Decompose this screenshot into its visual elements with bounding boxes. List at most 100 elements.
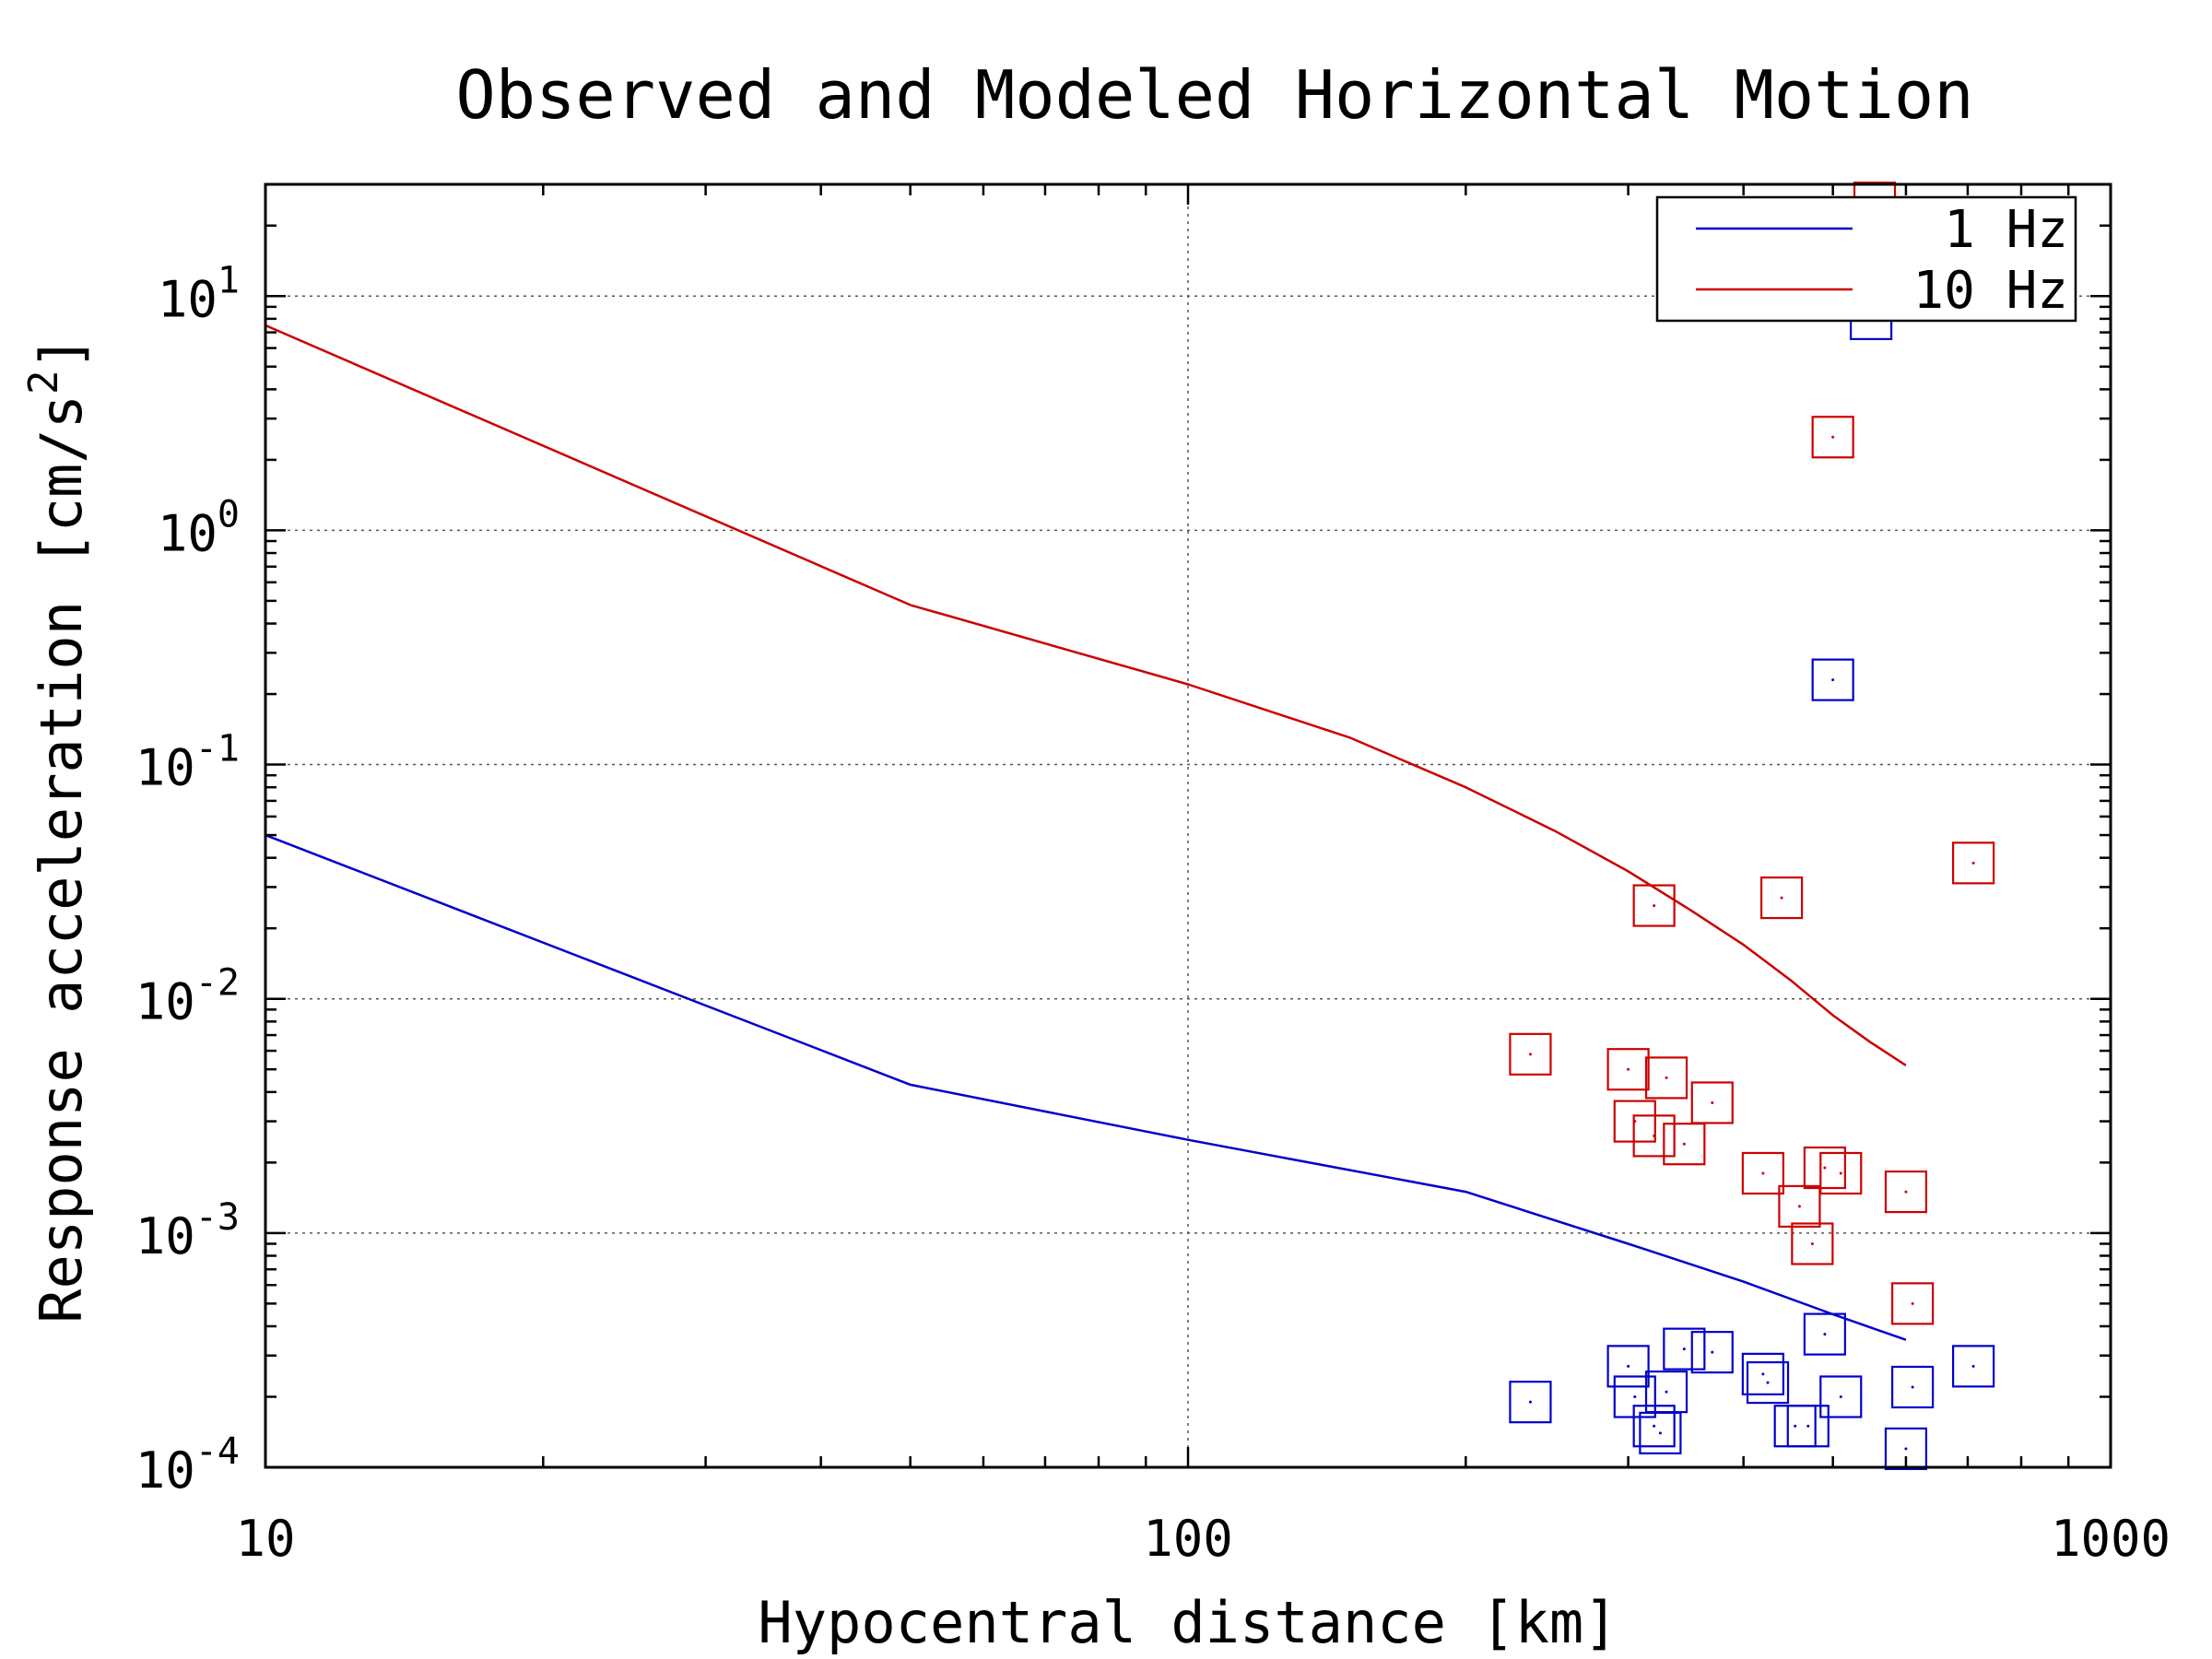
data-point-center-3	[1528, 1400, 1532, 1404]
data-point-2	[1632, 884, 1676, 927]
y-axis-label-end: ]	[28, 335, 95, 370]
x-axis-label: Hypocentral distance [km]	[758, 1589, 1618, 1656]
y-tick-label-base: 10	[135, 973, 195, 1031]
data-point-center-2	[1971, 861, 1975, 865]
y-tick-label-exponent: -4	[195, 1430, 240, 1473]
data-point-center-2	[1904, 1190, 1908, 1194]
data-point-center-2	[1711, 1100, 1714, 1104]
data-point-2	[1663, 1123, 1706, 1166]
data-point-3	[1663, 1327, 1706, 1371]
data-point-center-3	[1627, 1364, 1630, 1368]
data-point-3	[1639, 1411, 1682, 1454]
data-point-3	[1632, 1405, 1676, 1448]
series-line-0	[265, 833, 1907, 1341]
data-point-center-3	[1633, 1394, 1637, 1398]
data-point-center-2	[1653, 1134, 1656, 1137]
y-tick-label: 10-3	[135, 1196, 240, 1265]
y-tick-label: 100	[158, 493, 240, 562]
data-point-center-3	[1911, 1385, 1914, 1389]
data-point-center-2	[1780, 896, 1783, 900]
data-point-center-3	[1653, 1424, 1656, 1428]
data-point-2	[1644, 1056, 1688, 1100]
data-point-2	[1778, 1184, 1821, 1228]
data-point-2	[1613, 1100, 1656, 1143]
data-point-center-3	[1794, 1424, 1797, 1428]
chart-title: Observed and Modeled Horizontal Motion	[455, 56, 1973, 134]
data-point-center-2	[1665, 1076, 1668, 1079]
data-point-3	[1786, 1405, 1830, 1448]
y-tick-label-exponent: -1	[195, 728, 240, 771]
data-point-3	[1613, 1375, 1656, 1418]
data-point-center-3	[1839, 1394, 1842, 1398]
data-point-3	[1746, 1360, 1790, 1405]
data-point-center-3	[1904, 1447, 1908, 1451]
data-point-center-2	[1839, 1171, 1842, 1175]
data-point-center-2	[1627, 1067, 1630, 1071]
x-tick-label: 10	[235, 1510, 295, 1568]
y-tick-label-base: 10	[135, 739, 195, 797]
data-point-3	[1690, 1331, 1734, 1374]
data-point-center-2	[1653, 904, 1656, 908]
data-point-2	[1632, 1114, 1676, 1158]
grid	[265, 184, 2111, 1467]
y-axis-label: Response acceleration [cm/s2]	[20, 335, 95, 1324]
data-point-3	[1952, 1345, 1995, 1388]
data-point-center-3	[1831, 678, 1835, 682]
data-point-3	[1819, 1375, 1863, 1418]
data-point-2	[1606, 1048, 1650, 1091]
data-point-center-2	[1823, 1166, 1827, 1170]
data-point-center-3	[1971, 1364, 1975, 1368]
data-point-2	[1952, 841, 1995, 885]
data-point-center-2	[1831, 435, 1835, 439]
data-point-3	[1884, 1427, 1928, 1470]
data-point-3	[1741, 1352, 1784, 1395]
y-tick-label-exponent: -2	[195, 962, 240, 1005]
data-point-center-2	[1528, 1053, 1532, 1056]
data-point-2	[1690, 1081, 1734, 1124]
y-tick-label: 101	[158, 259, 240, 328]
data-point-center-3	[1711, 1350, 1714, 1354]
x-tick-label: 1000	[2051, 1510, 2171, 1568]
data-point-center-2	[1797, 1205, 1801, 1208]
data-point-center-2	[1911, 1301, 1914, 1305]
y-tick-label: 10-1	[135, 728, 240, 797]
y-tick-label-exponent: -3	[195, 1196, 240, 1239]
data-point-2	[1759, 876, 1804, 920]
data-point-center-3	[1665, 1390, 1668, 1394]
legend-box	[1655, 195, 2077, 323]
y-axis-label-base: Response acceleration [cm/s	[28, 394, 95, 1324]
data-point-2	[1811, 416, 1854, 459]
data-point-3	[1606, 1345, 1650, 1388]
data-point-3	[1891, 1365, 1935, 1409]
y-tick-label-base: 10	[158, 270, 218, 328]
data-point-center-3	[1823, 1333, 1827, 1336]
y-tick-label-exponent: 0	[218, 493, 240, 535]
data-point-center-2	[1761, 1171, 1765, 1175]
data-point-3	[1811, 658, 1854, 701]
data-point-2	[1509, 1032, 1552, 1076]
data-point-center-3	[1658, 1431, 1662, 1435]
data-point-center-2	[1682, 1142, 1686, 1146]
y-tick-label-exponent: 1	[218, 259, 240, 301]
data-point-3	[1803, 1312, 1846, 1356]
data-point-center-3	[1682, 1347, 1686, 1351]
x-tick-label: 100	[1143, 1510, 1233, 1568]
data-point-center-3	[1766, 1381, 1770, 1384]
data-point-center-3	[1761, 1372, 1765, 1376]
data-point-2	[1791, 1222, 1834, 1265]
y-tick-label-base: 10	[135, 1441, 195, 1500]
y-tick-label: 10-2	[135, 962, 240, 1031]
data-point-2	[1803, 1146, 1846, 1190]
y-tick-label-base: 10	[158, 504, 218, 562]
y-axis-label-superscript: 2	[20, 370, 67, 394]
series-layer	[265, 182, 1995, 1470]
data-point-center-2	[1810, 1241, 1814, 1245]
data-point-2	[1891, 1282, 1935, 1325]
series-line-1	[265, 324, 1907, 1066]
data-point-2	[1884, 1170, 1928, 1214]
data-point-2	[1741, 1151, 1784, 1195]
y-tick-label-base: 10	[135, 1207, 195, 1265]
